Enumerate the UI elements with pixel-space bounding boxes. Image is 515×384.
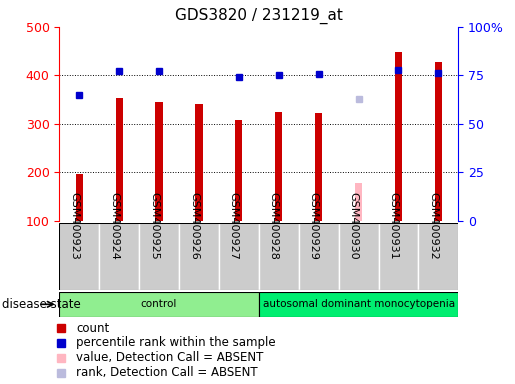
Text: GSM400927: GSM400927: [229, 192, 239, 260]
Text: GSM400925: GSM400925: [149, 192, 159, 260]
Text: GSM400924: GSM400924: [109, 192, 119, 260]
Text: count: count: [76, 321, 110, 334]
Text: disease state: disease state: [2, 298, 80, 311]
Bar: [195, 104, 202, 221]
Bar: [259, 223, 299, 290]
Text: percentile rank within the sample: percentile rank within the sample: [76, 336, 276, 349]
Text: GSM400932: GSM400932: [428, 192, 438, 260]
Bar: [99, 223, 139, 290]
Bar: [315, 113, 322, 221]
Text: GSM400928: GSM400928: [269, 192, 279, 260]
Bar: [355, 183, 362, 221]
Bar: [339, 223, 379, 290]
Text: GSM400930: GSM400930: [349, 192, 358, 260]
Text: autosomal dominant monocytopenia: autosomal dominant monocytopenia: [263, 299, 455, 310]
Bar: [59, 223, 99, 290]
Text: GSM400931: GSM400931: [388, 192, 399, 260]
Bar: [275, 112, 282, 221]
Bar: [395, 51, 402, 221]
Bar: [299, 223, 339, 290]
Bar: [219, 223, 259, 290]
Bar: [115, 98, 123, 221]
Text: GSM400926: GSM400926: [189, 192, 199, 260]
Text: rank, Detection Call = ABSENT: rank, Detection Call = ABSENT: [76, 366, 258, 379]
Bar: [76, 174, 83, 221]
Bar: [259, 292, 458, 317]
Text: GSM400929: GSM400929: [308, 192, 319, 260]
Bar: [59, 292, 259, 317]
Bar: [156, 102, 163, 221]
Bar: [179, 223, 219, 290]
Bar: [139, 223, 179, 290]
Text: value, Detection Call = ABSENT: value, Detection Call = ABSENT: [76, 351, 264, 364]
Text: control: control: [141, 299, 177, 310]
Bar: [435, 62, 442, 221]
Bar: [235, 120, 243, 221]
Title: GDS3820 / 231219_at: GDS3820 / 231219_at: [175, 8, 342, 24]
Bar: [379, 223, 418, 290]
Text: GSM400923: GSM400923: [69, 192, 79, 260]
Bar: [418, 223, 458, 290]
